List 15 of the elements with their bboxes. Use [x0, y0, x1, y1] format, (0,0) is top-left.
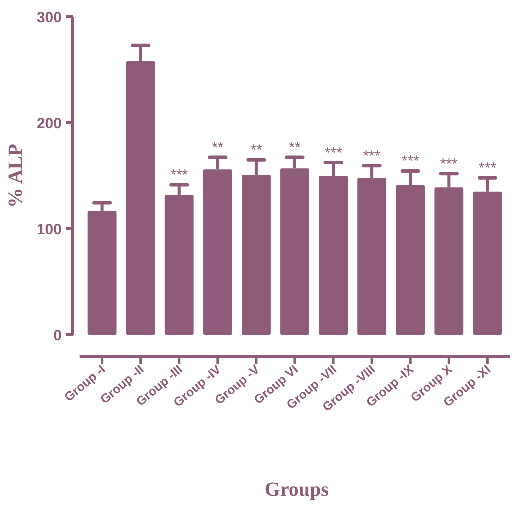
y-tick-label: 0 [54, 327, 62, 344]
annotation: *** [402, 153, 420, 170]
y-tick-label: 100 [36, 221, 62, 238]
annotation: *** [363, 148, 381, 165]
annotation: *** [440, 156, 458, 173]
y-axis-title: % ALP [5, 144, 27, 208]
annotation: ** [212, 139, 224, 156]
annotation: ** [289, 139, 301, 156]
annotation: *** [324, 144, 342, 162]
annotation: *** [478, 160, 497, 178]
y-tick-label: 300 [36, 9, 62, 26]
y-tick-label: 200 [36, 115, 62, 132]
x-axis-title: Groups [264, 479, 330, 501]
annotation: *** [170, 167, 188, 184]
annotation: ** [250, 142, 262, 160]
